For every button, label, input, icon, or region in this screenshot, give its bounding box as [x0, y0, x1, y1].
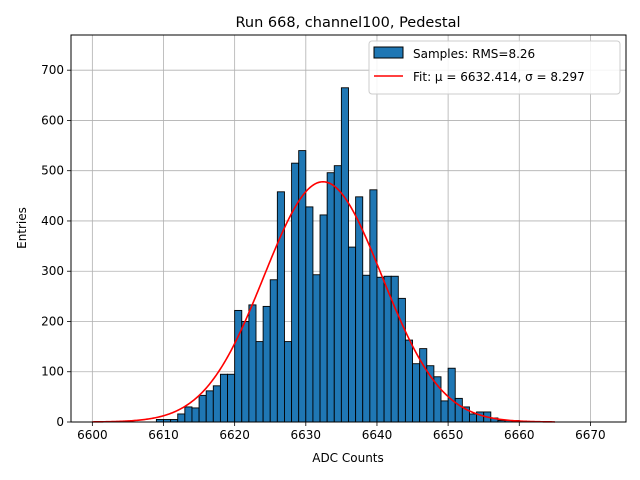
legend: Samples: RMS=8.26 Fit: μ = 6632.414, σ =…	[369, 41, 620, 94]
histogram-bar	[313, 275, 320, 422]
x-tick-label: 6670	[575, 428, 606, 442]
legend-label-fit: Fit: μ = 6632.414, σ = 8.297	[413, 70, 585, 84]
x-tick-label: 6660	[504, 428, 535, 442]
histogram-bar	[306, 207, 313, 422]
legend-swatch-samples	[374, 47, 403, 58]
histogram-bar	[391, 276, 398, 422]
histogram-bar	[284, 342, 291, 422]
y-axis-label: Entries	[15, 207, 29, 249]
x-tick-label: 6630	[291, 428, 322, 442]
y-tick-label: 300	[41, 264, 64, 278]
x-tick-label: 6600	[77, 428, 108, 442]
y-axis-ticks: 0 100 200 300 400 500 600 700	[41, 63, 71, 429]
histogram-bar	[455, 398, 462, 422]
histogram-bar	[413, 364, 420, 422]
x-tick-label: 6650	[433, 428, 464, 442]
histogram-bar	[213, 386, 220, 422]
histogram-bar	[327, 173, 334, 422]
histogram-bar	[320, 215, 327, 422]
y-tick-label: 100	[41, 365, 64, 379]
histogram-bar	[277, 192, 284, 422]
histogram-bar	[356, 197, 363, 422]
histogram-bar	[363, 275, 370, 422]
histogram-bar	[341, 88, 348, 422]
x-tick-label: 6640	[362, 428, 393, 442]
histogram-bar	[299, 151, 306, 422]
histogram-bar	[192, 408, 199, 422]
histogram-chart: 6600 6610 6620 6630 6640 6650 6660 6670 0 100 200…	[0, 0, 640, 480]
histogram-bar	[220, 374, 227, 422]
histogram-bar	[256, 342, 263, 422]
histogram-bar	[370, 190, 377, 422]
histogram-bar	[185, 407, 192, 422]
histogram-bar	[448, 368, 455, 422]
y-tick-label: 600	[41, 113, 64, 127]
y-tick-label: 700	[41, 63, 64, 77]
histogram-bar	[377, 277, 384, 422]
histogram-bar	[270, 280, 277, 422]
histogram-bar	[235, 310, 242, 422]
histogram-bar	[441, 401, 448, 422]
histogram-bar	[228, 374, 235, 422]
y-tick-label: 200	[41, 314, 64, 328]
histogram-bar	[349, 247, 356, 422]
chart-title: Run 668, channel100, Pedestal	[235, 15, 460, 31]
histogram-bar	[469, 414, 476, 422]
histogram-bar	[263, 306, 270, 422]
x-tick-label: 6610	[148, 428, 179, 442]
y-tick-label: 500	[41, 164, 64, 178]
histogram-bar	[249, 305, 256, 422]
histogram-bar	[242, 321, 249, 422]
histogram-bar	[178, 414, 185, 422]
x-axis-ticks: 6600 6610 6620 6630 6640 6650 6660 6670	[77, 422, 606, 442]
histogram-bar	[434, 377, 441, 422]
histogram-bar	[334, 166, 341, 422]
y-tick-label: 400	[41, 214, 64, 228]
histogram-bar	[405, 340, 412, 422]
x-tick-label: 6620	[219, 428, 250, 442]
legend-label-samples: Samples: RMS=8.26	[413, 47, 535, 61]
x-axis-label: ADC Counts	[312, 451, 384, 465]
histogram-bar	[206, 391, 213, 422]
y-tick-label: 0	[56, 415, 64, 429]
histogram-bar	[427, 366, 434, 422]
histogram-bar	[199, 395, 206, 422]
